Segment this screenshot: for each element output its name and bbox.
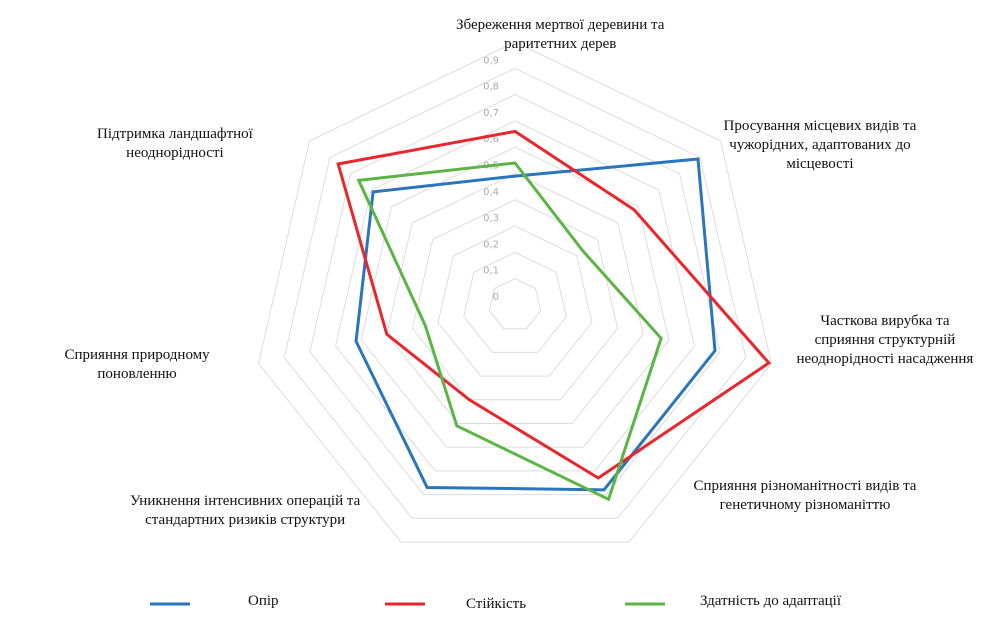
r-tick-label: 0,6 [483, 134, 499, 145]
axis-label-line: Сприяння природному [64, 347, 210, 363]
r-tick-label: 0,7 [483, 108, 499, 119]
axis-label: Часткова вирубка та сприяння структурній н… [797, 312, 974, 369]
axis-label-line: Підтримка ландшафтної [97, 126, 253, 142]
series-line [336, 129, 772, 480]
grid-ring [360, 146, 670, 448]
grid-ring [463, 251, 567, 353]
grid-ring [411, 199, 619, 401]
axis-label-line: стандартних ризиків структури [145, 512, 346, 528]
r-tick-label: 0,4 [483, 187, 499, 198]
axis-label-line: Часткова вирубка та [820, 313, 950, 329]
r-tick-label: 0,1 [483, 266, 499, 277]
r-tick-label: 0,3 [483, 213, 499, 224]
series-line [356, 161, 663, 502]
legend-label: Стійкість [466, 596, 527, 612]
grid-ring [309, 94, 721, 496]
axis-label: Уникнення інтенсивних операцій та стандар… [130, 492, 360, 530]
axis-label-line: неоднорідності насадження [796, 351, 974, 367]
r-tick-label: 0,9 [483, 55, 499, 66]
axis-label-line: поновленню [97, 366, 177, 382]
legend-label: Опір [248, 593, 279, 609]
axis-label-line: Сприяння різноманітності видів та [693, 478, 917, 494]
legend-label: Здатність до адаптації [700, 593, 842, 609]
r-tick-label: 0 [493, 292, 499, 303]
axis-label: Підтримка ландшафтної неоднорідності [97, 125, 253, 163]
axis-label-line: Збереження мертвої деревини та [456, 17, 665, 33]
grid-ring [283, 67, 747, 519]
axis-label-line: Просування місцевих видів та [723, 118, 917, 134]
axis-label-line: генетичному різноманіттю [719, 497, 891, 513]
axis-label: Збереження мертвої деревини та раритетних… [456, 16, 664, 54]
axis-label-line: раритетних дерев [504, 36, 617, 52]
axis-label-line: місцевості [786, 156, 854, 172]
axis-label-line: неоднорідності [126, 145, 224, 161]
outer-ring [258, 41, 772, 543]
axis-label: Сприяння різноманітності видів та генетич… [694, 477, 917, 515]
grid-ring [437, 225, 593, 377]
axis-label-line: Уникнення інтенсивних операцій та [130, 493, 361, 509]
grid-ring [386, 172, 644, 424]
grid-ring [488, 278, 542, 330]
series-line [354, 157, 717, 492]
grid-ring [334, 120, 696, 472]
r-tick-label: 0,8 [483, 82, 499, 93]
axis-label: Просування місцевих видів та чужорідних, … [724, 117, 917, 174]
axis-label-line: чужорідних, адаптованих до [729, 137, 911, 153]
axis-label: Сприяння природному поновленню [65, 346, 210, 384]
axis-label-line: сприяння структурній [814, 332, 956, 348]
r-tick-label: 0,2 [483, 239, 499, 250]
